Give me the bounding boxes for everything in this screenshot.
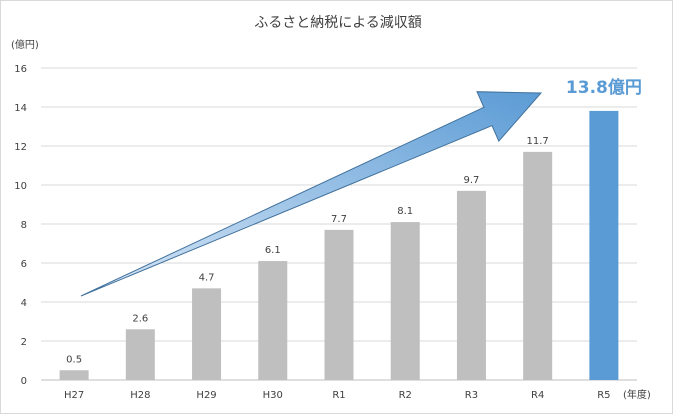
bar-R1 xyxy=(324,229,354,380)
y-tick-label: 16 xyxy=(14,64,27,75)
x-axis-ticks: H27 H28 H29 H30 R1 R2 R3 R4 R5 xyxy=(64,390,611,401)
bar-R2 xyxy=(390,222,420,380)
y-tick-label: 6 xyxy=(21,259,27,270)
data-label: 11.7 xyxy=(527,136,549,147)
x-tick-label: H27 xyxy=(64,390,84,401)
x-axis-unit: (年度) xyxy=(623,388,651,401)
y-tick-label: 8 xyxy=(21,220,27,231)
y-tick-label: 14 xyxy=(14,103,27,114)
data-label: 4.7 xyxy=(199,272,215,283)
x-tick-label: R2 xyxy=(399,390,412,401)
data-labels: 0.5 2.6 4.7 6.1 7.7 8.1 9.7 11.7 13.8億円 xyxy=(66,77,642,365)
bar-H29 xyxy=(192,288,222,380)
y-tick-label: 4 xyxy=(21,298,27,309)
y-tick-label: 0 xyxy=(21,376,27,387)
x-tick-label: H30 xyxy=(263,390,283,401)
data-label: 2.6 xyxy=(132,313,148,324)
data-label-highlight: 13.8億円 xyxy=(566,77,642,98)
x-tick-label: R3 xyxy=(465,390,478,401)
trend-arrow-layer xyxy=(80,91,543,297)
trend-arrow xyxy=(80,91,543,297)
bar-H30 xyxy=(258,261,288,380)
data-label: 8.1 xyxy=(397,206,413,217)
x-tick-label: R5 xyxy=(597,390,610,401)
x-tick-label: R4 xyxy=(531,390,544,401)
bar-R3 xyxy=(456,190,486,380)
bar-H27 xyxy=(59,370,89,380)
bar-R4 xyxy=(523,151,553,380)
x-tick-label: H29 xyxy=(196,390,216,401)
data-label: 9.7 xyxy=(463,175,479,186)
y-tick-label: 2 xyxy=(21,337,27,348)
y-tick-label: 10 xyxy=(14,181,27,192)
y-axis-ticks: 0 2 4 6 8 10 12 14 16 xyxy=(14,64,27,387)
data-label: 6.1 xyxy=(265,245,281,256)
data-label: 0.5 xyxy=(66,354,82,365)
bar-R5 xyxy=(589,110,619,381)
x-tick-label: R1 xyxy=(332,390,345,401)
bars xyxy=(59,110,619,381)
y-axis-unit: (億円) xyxy=(11,38,39,51)
x-tick-label: H28 xyxy=(130,390,150,401)
data-label: 7.7 xyxy=(331,214,347,225)
chart-title: ふるさと納税による減収額 xyxy=(254,14,422,31)
bar-H28 xyxy=(125,329,155,380)
y-tick-label: 12 xyxy=(14,142,27,153)
